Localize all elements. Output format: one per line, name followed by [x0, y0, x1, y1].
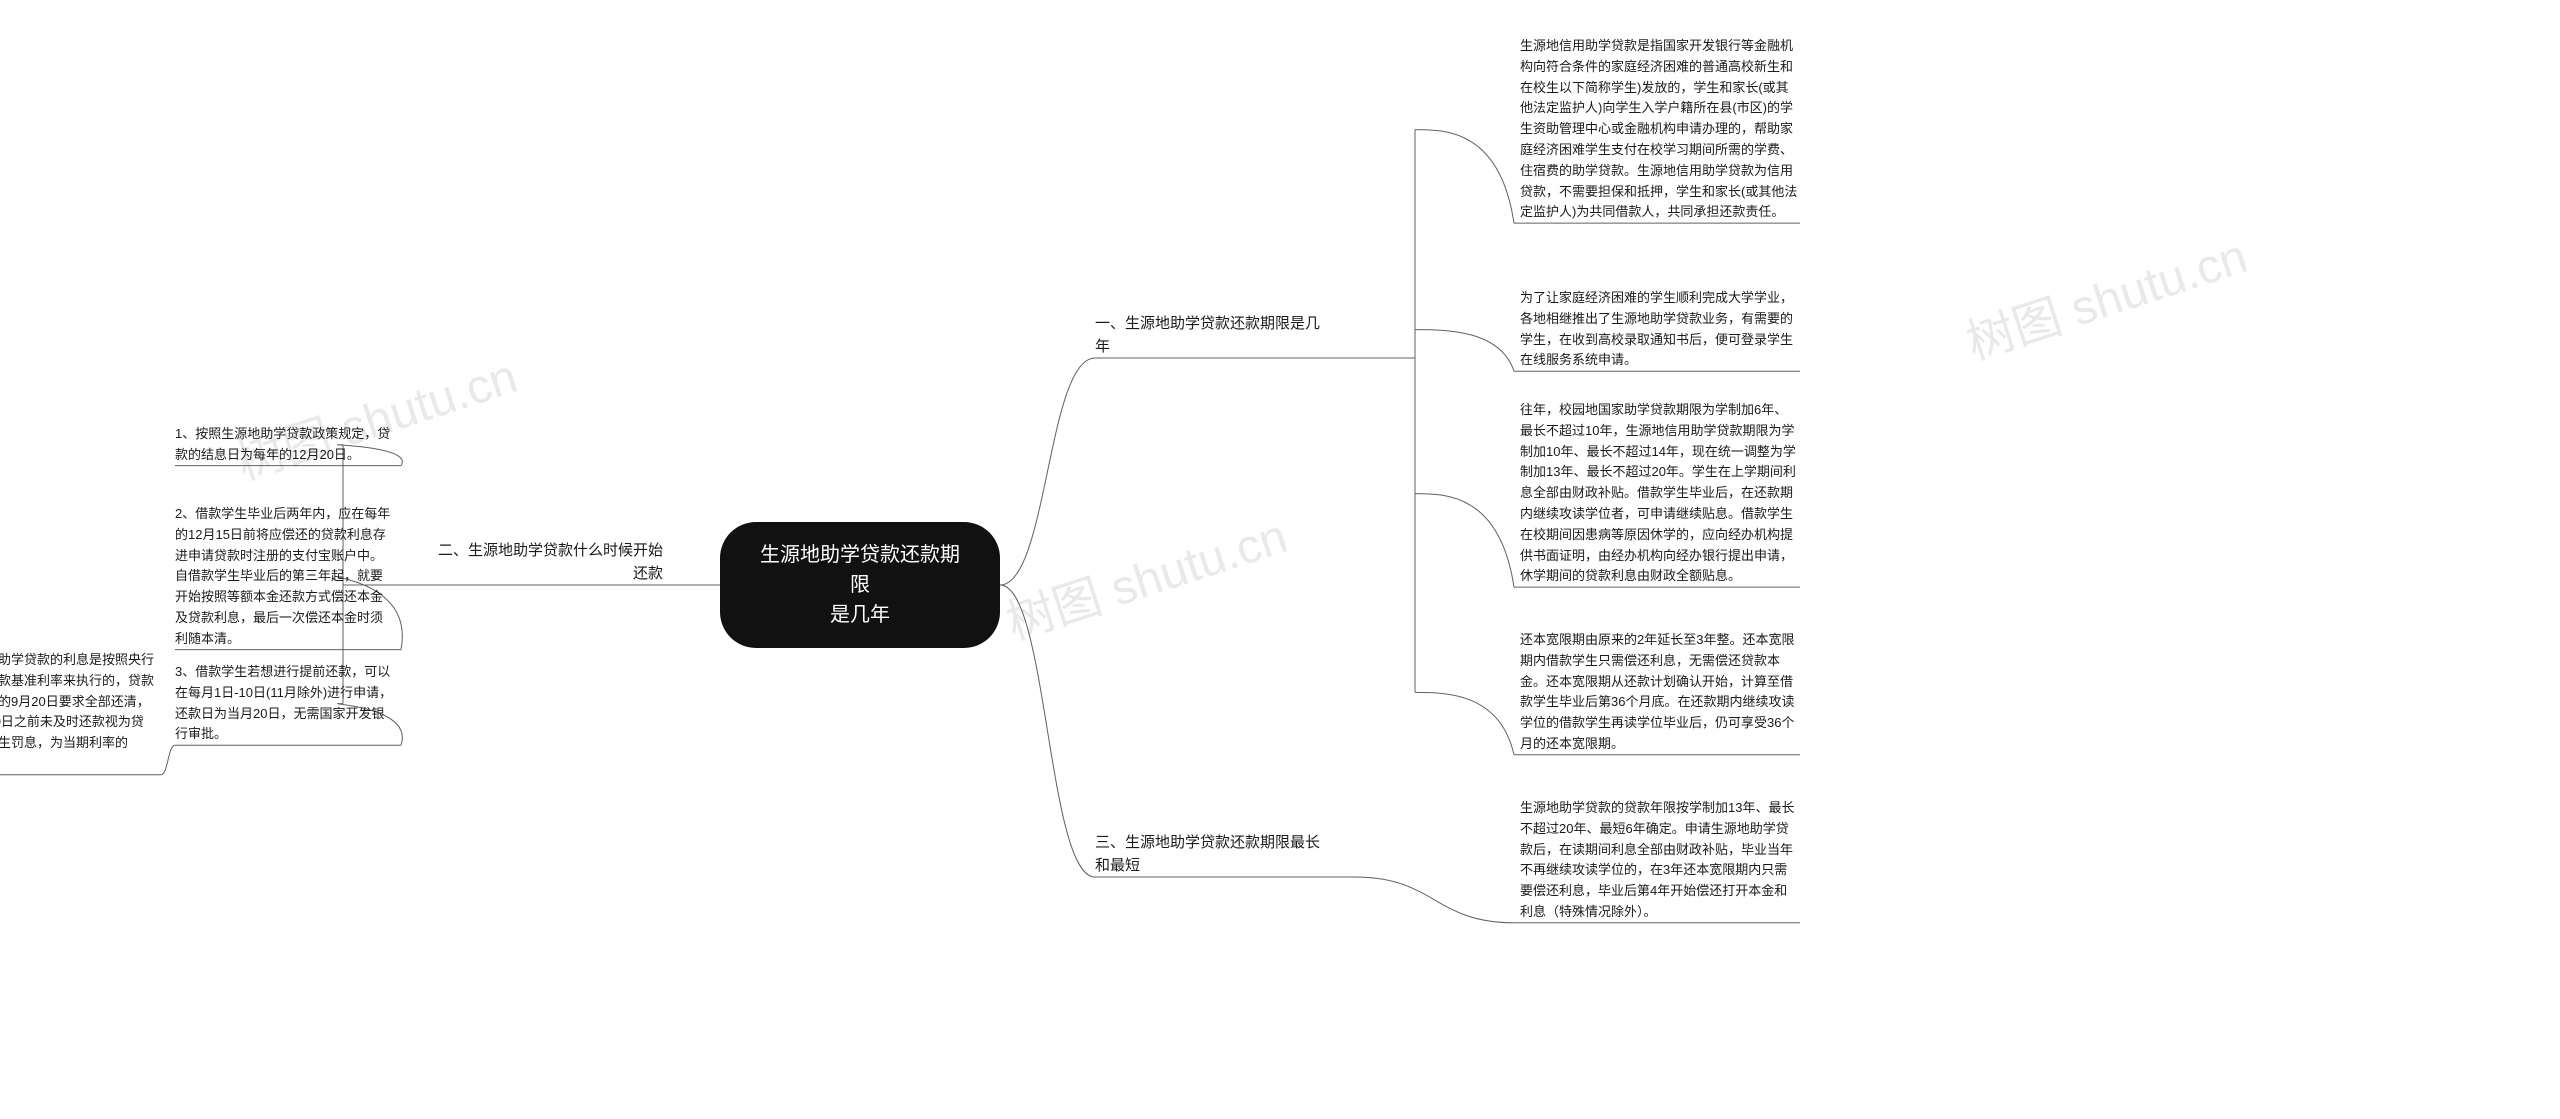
branch-2-label: 二、生源地助学贷款什么时候开始还款: [403, 540, 663, 585]
branch-1-label: 一、生源地助学贷款还款期限是几年: [1095, 313, 1355, 358]
branch-3-label: 三、生源地助学贷款还款期限最长和最短: [1095, 832, 1355, 877]
branch-2-leaf-3: 3、借款学生若想进行提前还款，可以在每月1日-10日(11月除外)进行申请，还款…: [175, 662, 395, 745]
branch-1-leaf-1: 生源地信用助学贷款是指国家开发银行等金融机构向符合条件的家庭经济困难的普通高校新…: [1520, 36, 1800, 223]
branch-2-leaf-1: 1、按照生源地助学贷款政策规定，贷款的结息日为每年的12月20日。: [175, 424, 395, 466]
branch-1-leaf-3: 往年，校园地国家助学贷款期限为学制加6年、最长不超过10年，生源地信用助学贷款期…: [1520, 400, 1800, 587]
branch-2-leaf-2: 2、借款学生毕业后两年内，应在每年的12月15日前将应偿还的贷款利息存进申请贷款…: [175, 504, 395, 650]
branch-1-leaf-4: 还本宽限期由原来的2年延长至3年整。还本宽限期内借款学生只需偿还利息，无需偿还贷…: [1520, 630, 1800, 755]
branch-2-leaf-3-sub: 提醒：生源地助学贷款的利息是按照央行同期发布的贷款基准利率来执行的，贷款期限最后…: [0, 650, 155, 775]
root-node: 生源地助学贷款还款期限 是几年: [720, 522, 1000, 648]
branch-1-leaf-2: 为了让家庭经济困难的学生顺利完成大学学业，各地相继推出了生源地助学贷款业务，有需…: [1520, 288, 1800, 371]
branch-3-leaf-1: 生源地助学贷款的贷款年限按学制加13年、最长不超过20年、最短6年确定。申请生源…: [1520, 798, 1800, 923]
root-line2: 是几年: [830, 604, 890, 626]
root-line1: 生源地助学贷款还款期限: [760, 544, 960, 596]
